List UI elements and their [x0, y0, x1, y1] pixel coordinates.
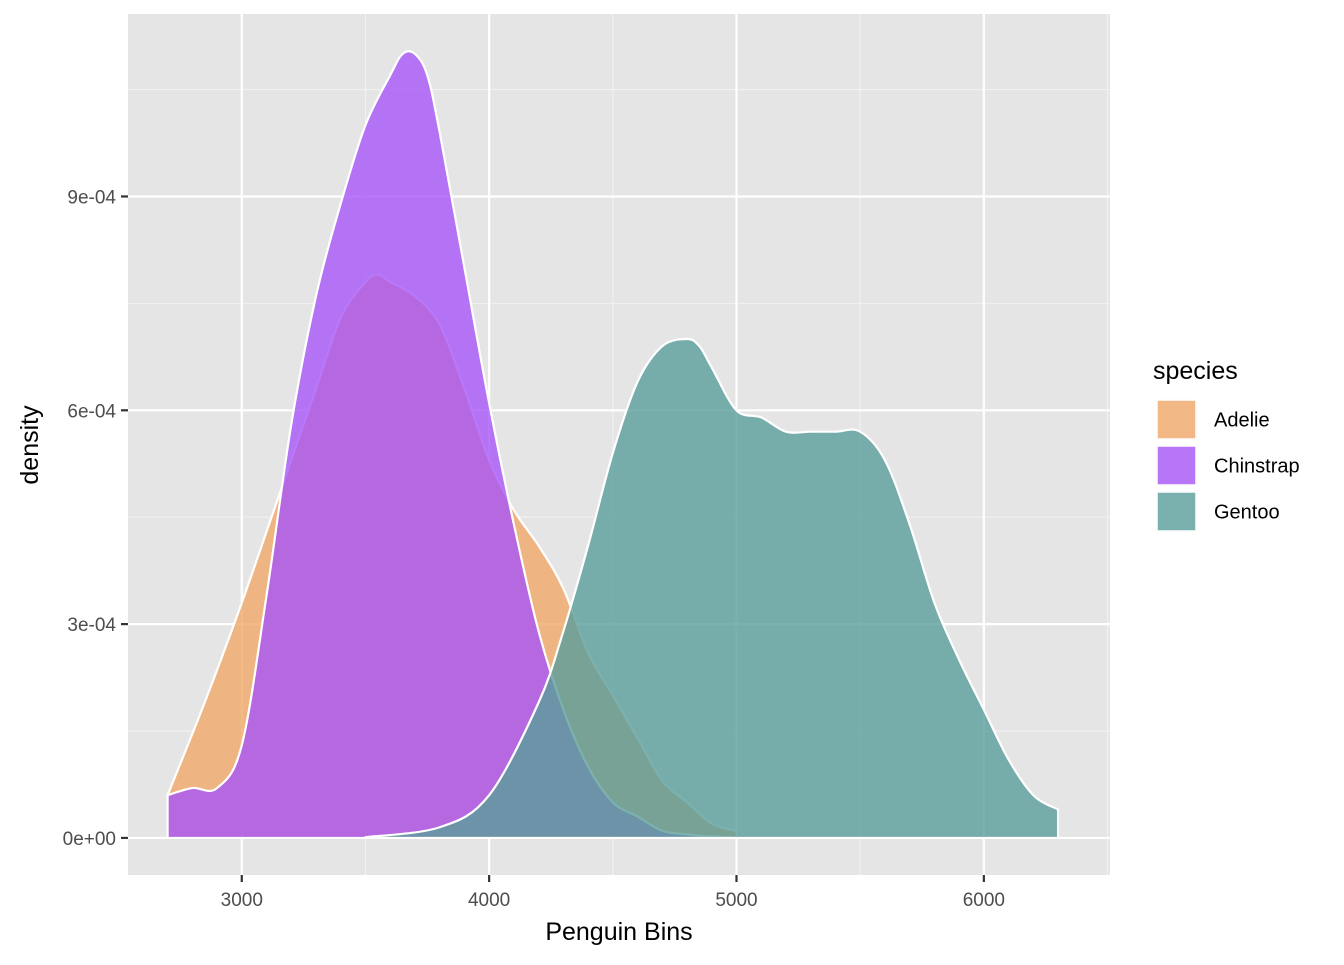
- x-tick-label: 6000: [963, 890, 1005, 911]
- legend-swatch-adelie: [1156, 399, 1197, 440]
- legend-title: species: [1153, 357, 1238, 385]
- x-tick-label: 4000: [468, 890, 510, 911]
- legend-swatch-chinstrap: [1156, 445, 1197, 486]
- legend-label-adelie: Adelie: [1214, 410, 1270, 432]
- x-tick-label: 3000: [221, 890, 263, 911]
- legend-label-gentoo: Gentoo: [1214, 502, 1280, 524]
- y-axis: 0e+00 3e-04 6e-04 9e-04: [63, 187, 128, 850]
- legend-label-chinstrap: Chinstrap: [1214, 456, 1300, 478]
- density-areas: [166, 50, 1060, 840]
- x-axis: 3000 4000 5000 6000: [221, 875, 1005, 911]
- x-axis-title: Penguin Bins: [545, 918, 692, 946]
- y-axis-title: density: [16, 405, 44, 485]
- y-tick-label: 9e-04: [67, 187, 116, 208]
- legend-swatch-gentoo: [1156, 491, 1197, 532]
- legend: species Adelie Chinstrap Gentoo: [1153, 357, 1300, 532]
- y-tick-label: 0e+00: [63, 829, 116, 850]
- y-tick-label: 3e-04: [67, 615, 116, 636]
- density-area-gentoo: [364, 337, 1060, 840]
- y-tick-label: 6e-04: [67, 401, 116, 422]
- x-tick-label: 5000: [715, 890, 757, 911]
